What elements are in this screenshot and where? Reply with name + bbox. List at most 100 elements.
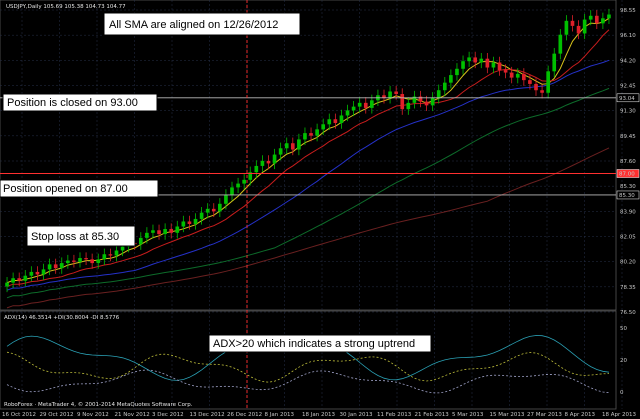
date-axis-label: 18 Jan 2013	[302, 412, 335, 418]
candle-body	[218, 203, 222, 212]
candle-body	[552, 53, 557, 72]
date-axis-label: 5 Mar 2013	[452, 412, 484, 418]
candle-body	[309, 133, 313, 136]
candle-body	[357, 102, 362, 107]
price-tag-label: 87.00	[619, 172, 635, 178]
candle-body	[473, 57, 478, 63]
indicator-axis-label: 0	[620, 390, 624, 396]
candle-body	[382, 95, 386, 98]
candle-body	[424, 101, 429, 106]
sma-longest-line	[6, 147, 610, 309]
candle-body	[515, 73, 520, 78]
candle-body	[236, 183, 240, 188]
candle-body	[333, 119, 338, 124]
candle-body	[102, 254, 107, 260]
candle-body	[169, 229, 174, 233]
price-axis-label: 82.05	[620, 235, 636, 241]
candle-body	[108, 254, 113, 256]
candle-body	[157, 230, 161, 235]
candle-body	[479, 58, 484, 63]
candle-body	[388, 91, 392, 98]
candle-body	[540, 90, 544, 93]
annotation-stop-loss-text: Stop loss at 85.30	[31, 231, 119, 243]
date-axis-label: 26 Dec 2012	[227, 412, 262, 418]
sma-mid-line	[6, 29, 610, 287]
price-axis-label: 80.20	[620, 260, 636, 266]
price-axis-label: 94.20	[620, 58, 636, 64]
annotation-adx: ADX>20 which indicates a strong uptrend	[208, 334, 432, 353]
candlesticks	[5, 8, 611, 293]
candle-body	[175, 226, 180, 233]
candle-body	[47, 264, 52, 270]
candle-body	[5, 282, 9, 287]
candle-body	[260, 160, 265, 166]
candle-body	[29, 271, 34, 276]
date-axis-label: 29 Oct 2012	[40, 412, 74, 418]
date-axis-label: 18 Apr 2013	[602, 412, 637, 418]
price-axis-label: 85.30	[620, 184, 636, 190]
candle-body	[181, 221, 186, 227]
candle-body	[315, 129, 319, 136]
candle-body	[84, 258, 88, 260]
candle-body	[564, 20, 569, 35]
annotation-position-closed-text: Position is closed on 93.00	[7, 97, 138, 109]
price-axis-label: 83.90	[620, 209, 636, 215]
candle-body	[607, 14, 611, 19]
annotation-sma-aligned: All SMA are aligned on 12/26/2012	[103, 12, 301, 36]
date-axis-label: 8 Jan 2013	[265, 412, 295, 418]
candle-body	[461, 61, 465, 69]
candle-body	[90, 259, 94, 264]
price-tag-box	[616, 190, 640, 200]
candle-body	[576, 25, 581, 34]
date-axis-label: 11 Feb 2013	[377, 412, 412, 418]
candle-body	[17, 278, 22, 281]
price-tag-box	[616, 169, 640, 178]
candle-body	[339, 115, 344, 124]
candle-body	[570, 20, 575, 26]
price-tag-label: 93.04	[619, 96, 635, 102]
candle-body	[467, 57, 471, 62]
candle-body	[211, 208, 216, 212]
price-axis-label: 76.50	[620, 310, 636, 316]
indicator-footer: RoboForex · MetaTrader 4, © 2001-2014 Me…	[4, 401, 193, 408]
price-axis-label: 91.30	[620, 109, 636, 115]
candle-body	[363, 102, 368, 108]
candle-body	[138, 237, 143, 245]
date-axis-label: 8 Apr 2013	[565, 412, 596, 418]
candle-body	[193, 218, 198, 224]
candle-body	[509, 72, 514, 78]
candle-body	[522, 73, 526, 81]
candle-body	[66, 260, 70, 264]
candle-body	[78, 258, 82, 262]
annotation-sma-aligned-text: All SMA are aligned on 12/26/2012	[109, 19, 278, 31]
price-tag-box	[616, 93, 640, 103]
sma-long-line	[6, 87, 610, 299]
sma-lines	[6, 17, 610, 309]
candle-body	[582, 19, 587, 34]
date-axis-label: 15 Mar 2013	[490, 412, 525, 418]
candle-body	[242, 179, 246, 184]
grid-lines	[0, 0, 623, 409]
candle-body	[284, 143, 289, 149]
candle-body	[199, 212, 204, 219]
candle-body	[303, 133, 307, 140]
candle-body	[53, 264, 58, 269]
candle-body	[528, 80, 532, 84]
candle-body	[151, 230, 155, 233]
candle-body	[254, 165, 259, 173]
price-axis-label: 89.45	[620, 134, 636, 140]
indicator-axis-label: 50	[620, 326, 627, 332]
indicator-axis-label: 20	[620, 358, 627, 364]
price-axis-label: 78.35	[620, 285, 636, 291]
candle-body	[370, 100, 374, 108]
candle-body	[534, 83, 538, 91]
candle-body	[400, 94, 405, 110]
indicator-panel	[0, 310, 617, 410]
annotation-position-closed: Position is closed on 93.00	[2, 93, 158, 112]
candle-body	[72, 260, 76, 262]
date-axis: 16 Oct 2012 29 Oct 2012 9 Nov 2012 21 Nov 2…	[2, 412, 637, 418]
candle-body	[35, 271, 40, 275]
candle-body	[278, 148, 283, 155]
candle-body	[145, 232, 149, 238]
